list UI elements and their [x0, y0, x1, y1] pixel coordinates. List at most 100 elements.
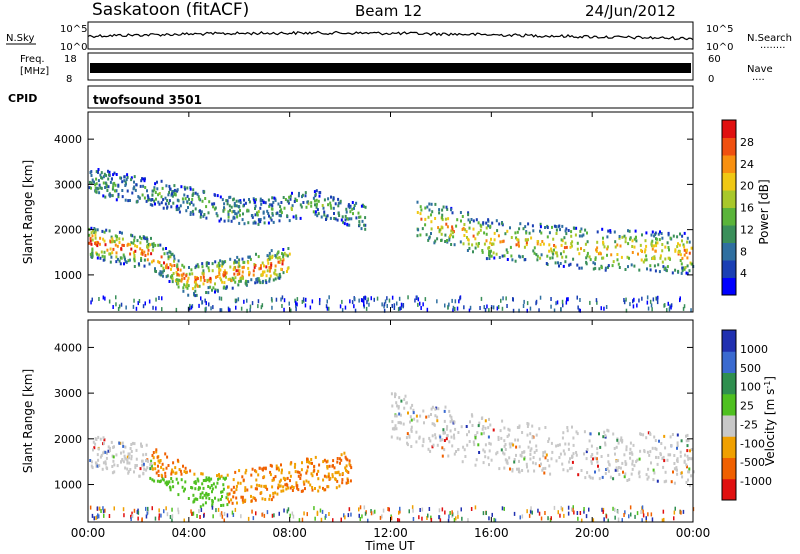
echo-cell — [510, 442, 513, 446]
echo-cell — [641, 233, 643, 237]
echo-cell — [408, 435, 411, 439]
echo-cell — [431, 210, 434, 214]
echo-cell — [682, 243, 685, 247]
echo-cell — [612, 477, 615, 481]
echo-cell — [185, 274, 188, 278]
echo-cell — [295, 300, 297, 305]
echo-cell — [341, 478, 344, 482]
echo-cell — [596, 230, 599, 234]
echo-cell — [99, 173, 102, 177]
echo-cell — [618, 236, 621, 240]
echo-cell — [200, 296, 202, 301]
echo-cell — [607, 429, 610, 433]
echo-cell — [360, 227, 363, 231]
echo-cell — [501, 254, 504, 258]
colorbar-tick-label: 12 — [740, 223, 754, 236]
echo-cell — [567, 511, 570, 516]
echo-cell — [214, 206, 217, 210]
echo-cell — [90, 181, 93, 185]
echo-cell — [474, 505, 477, 510]
echo-cell — [164, 471, 167, 475]
echo-cell — [114, 183, 117, 187]
echo-cell — [204, 307, 206, 312]
echo-cell — [363, 223, 366, 227]
echo-cell — [603, 306, 605, 311]
echo-cell — [139, 467, 142, 471]
echo-cell — [98, 506, 101, 511]
echo-cell — [445, 437, 448, 441]
echo-cell — [673, 462, 676, 465]
echo-cell — [241, 495, 244, 499]
echo-cell — [155, 471, 158, 475]
echo-cell — [490, 249, 492, 253]
y-tick-label: 4000 — [54, 341, 82, 354]
echo-cell — [578, 266, 581, 270]
echo-cell — [428, 208, 431, 212]
echo-cell — [686, 444, 689, 448]
echo-cell — [323, 474, 326, 478]
echo-cell — [391, 420, 394, 424]
echo-cell — [391, 404, 394, 408]
echo-cell — [191, 194, 194, 197]
echo-cell — [286, 483, 289, 487]
echo-cell — [607, 518, 609, 523]
echo-cell — [218, 296, 221, 301]
echo-cell — [93, 231, 96, 234]
echo-cell — [421, 516, 423, 521]
echo-cell — [178, 273, 181, 277]
echo-cell — [269, 266, 272, 270]
echo-cell — [428, 236, 431, 240]
echo-cell — [287, 247, 290, 250]
echo-cell — [560, 238, 563, 242]
echo-cell — [221, 514, 224, 519]
echo-cell — [214, 288, 217, 292]
echo-cell — [317, 212, 320, 216]
echo-cell — [124, 198, 127, 202]
echo-cell — [524, 258, 527, 261]
echo-cell — [598, 267, 601, 271]
echo-cell — [268, 214, 270, 218]
echo-cell — [257, 473, 260, 477]
echo-cell — [151, 260, 153, 264]
echo-cell — [653, 244, 655, 248]
echo-cell — [154, 191, 157, 194]
echo-cell — [327, 472, 330, 476]
echo-cell — [422, 437, 425, 441]
colorbar-tick-label: 100 — [740, 381, 761, 394]
echo-cell — [592, 518, 595, 523]
echo-cell — [333, 466, 336, 470]
echo-cell — [147, 459, 150, 463]
echo-cell — [348, 459, 351, 463]
echo-cell — [189, 211, 192, 215]
echo-cell — [209, 285, 212, 289]
echo-cell — [165, 263, 168, 267]
echo-cell — [618, 235, 621, 238]
echo-cell — [475, 218, 478, 222]
echo-cell — [393, 426, 396, 430]
echo-cell — [115, 255, 118, 259]
echo-cell — [676, 441, 679, 445]
echo-cell — [431, 434, 434, 438]
echo-cell — [260, 305, 263, 310]
echo-cell — [480, 432, 483, 436]
echo-cell — [430, 413, 432, 416]
echo-cell — [683, 231, 686, 235]
echo-cell — [170, 267, 172, 271]
echo-cell — [237, 199, 240, 203]
echo-cell — [535, 444, 538, 448]
echo-cell — [225, 275, 227, 279]
echo-cell — [483, 431, 485, 435]
echo-cell — [663, 459, 666, 463]
echo-cell — [257, 218, 260, 222]
echo-cell — [294, 197, 297, 201]
echo-cell — [477, 424, 480, 428]
echo-cell — [500, 436, 503, 440]
echo-cell — [183, 265, 186, 269]
echo-cell — [282, 271, 285, 275]
echo-cell — [421, 444, 424, 448]
echo-cell — [566, 469, 569, 473]
echo-cell — [314, 487, 316, 490]
echo-cell — [160, 195, 163, 199]
echo-cell — [175, 307, 178, 312]
echo-cell — [169, 275, 172, 279]
